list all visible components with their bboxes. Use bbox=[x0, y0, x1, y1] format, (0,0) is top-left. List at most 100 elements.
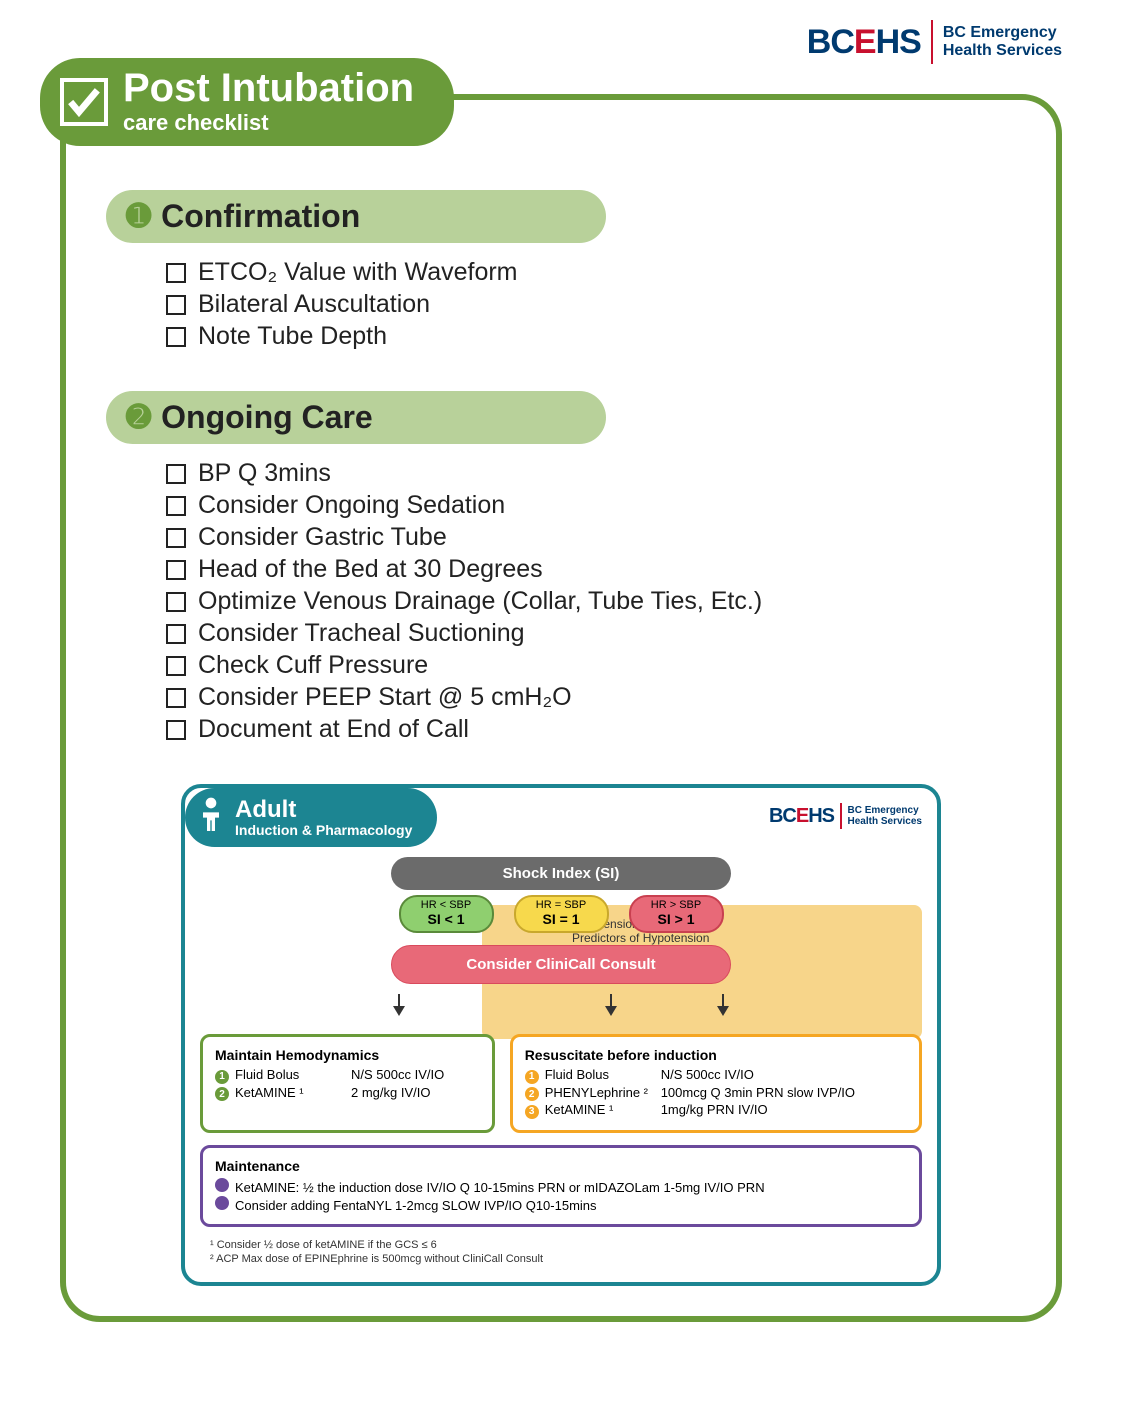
box-title: Maintain Hemodynamics bbox=[215, 1047, 480, 1063]
section-number: ➊ bbox=[126, 199, 151, 234]
check-label: Consider Gastric Tube bbox=[198, 523, 447, 552]
logo-sub-line1: BC Emergency bbox=[943, 24, 1062, 42]
check-item: Note Tube Depth bbox=[166, 322, 1016, 351]
bullet-icon: 1 bbox=[215, 1070, 229, 1084]
logo-subtitle: BC Emergency Health Services bbox=[848, 805, 923, 828]
section-header-ongoing: ➋ Ongoing Care bbox=[106, 391, 606, 444]
med-name: PHENYLephrine ² bbox=[545, 1085, 655, 1100]
bullet-icon bbox=[215, 1196, 229, 1210]
med-dose: N/S 500cc IV/IO bbox=[351, 1067, 444, 1082]
induction-header: Adult Induction & Pharmacology BCEHS BC … bbox=[200, 803, 922, 847]
shock-index-pill: Shock Index (SI) bbox=[391, 857, 731, 890]
induction-card: Adult Induction & Pharmacology BCEHS BC … bbox=[181, 784, 941, 1286]
check-item: Consider Gastric Tube bbox=[166, 523, 1016, 552]
maintenance-box: Maintenance KetAMINE: ½ the induction do… bbox=[200, 1145, 922, 1227]
med-name: Fluid Bolus bbox=[545, 1067, 655, 1082]
two-column-row: Maintain Hemodynamics 1 Fluid Bolus N/S 50… bbox=[200, 1034, 922, 1133]
box-title: Resuscitate before induction bbox=[525, 1047, 907, 1063]
med-dose: 100mcg Q 3min PRN slow IVP/IO bbox=[661, 1085, 855, 1100]
arrow-down-icon bbox=[605, 1006, 617, 1016]
small-logo: BCEHS BC Emergency Health Services bbox=[769, 803, 922, 829]
logo-text: BCEHS bbox=[769, 805, 834, 828]
check-label: Document at End of Call bbox=[198, 715, 469, 744]
section-title: Ongoing Care bbox=[161, 399, 373, 436]
med-name: KetAMINE ¹ bbox=[545, 1102, 655, 1117]
check-item: Check Cuff Pressure bbox=[166, 651, 1016, 680]
content-border: ➊ Confirmation ETCO₂ Value with Waveform… bbox=[60, 94, 1062, 1322]
med-row: 1Fluid BolusN/S 500cc IV/IO bbox=[525, 1067, 907, 1084]
check-item: Consider PEEP Start @ 5 cmH₂O bbox=[166, 683, 1016, 712]
arrow-down-icon bbox=[393, 1006, 405, 1016]
bullet-icon: 2 bbox=[525, 1087, 539, 1101]
checkbox-icon[interactable] bbox=[166, 656, 186, 676]
med-text: KetAMINE: ½ the induction dose IV/IO Q 1… bbox=[235, 1180, 765, 1195]
check-item: Consider Ongoing Sedation bbox=[166, 491, 1016, 520]
resuscitate-box: Resuscitate before induction 1Fluid Bolu… bbox=[510, 1034, 922, 1133]
check-label: Consider PEEP Start @ 5 cmH₂O bbox=[198, 683, 572, 712]
check-item: Optimize Venous Drainage (Collar, Tube T… bbox=[166, 587, 1016, 616]
si-label: HR = SBP bbox=[530, 899, 593, 911]
checkbox-icon[interactable] bbox=[166, 295, 186, 315]
check-label: BP Q 3mins bbox=[198, 459, 331, 488]
si-label: HR < SBP bbox=[415, 899, 478, 911]
hypo-line: Predictors of Hypotension bbox=[572, 931, 907, 945]
med-row: 3KetAMINE ¹1mg/kg PRN IV/IO bbox=[525, 1102, 907, 1119]
si-pill-high: HR > SBP SI > 1 bbox=[629, 895, 724, 933]
med-name: KetAMINE ¹ bbox=[235, 1085, 345, 1100]
footnote: ¹ Consider ½ dose of ketAMINE if the GCS… bbox=[210, 1239, 922, 1251]
check-item: Document at End of Call bbox=[166, 715, 1016, 744]
checkbox-icon[interactable] bbox=[166, 263, 186, 283]
checkbox-icon[interactable] bbox=[166, 624, 186, 644]
clinicall-pill: Consider CliniCall Consult bbox=[391, 945, 731, 984]
check-label: Optimize Venous Drainage (Collar, Tube T… bbox=[198, 587, 762, 616]
logo-hs: HS bbox=[876, 23, 921, 61]
bullet-icon bbox=[215, 1178, 229, 1192]
checklist-ongoing: BP Q 3mins Consider Ongoing Sedation Con… bbox=[106, 459, 1016, 744]
induction-title-pill: Adult Induction & Pharmacology bbox=[185, 788, 437, 847]
si-row: Hypotension OR Predictors of Hypotension… bbox=[200, 895, 922, 933]
si-pill-equal: HR = SBP SI = 1 bbox=[514, 895, 609, 933]
med-dose: 2 mg/kg IV/IO bbox=[351, 1085, 430, 1100]
med-row: KetAMINE: ½ the induction dose IV/IO Q 1… bbox=[215, 1178, 907, 1195]
si-pill-low: HR < SBP SI < 1 bbox=[399, 895, 494, 933]
footnotes: ¹ Consider ½ dose of ketAMINE if the GCS… bbox=[200, 1239, 922, 1265]
logo-text: BCEHS bbox=[807, 23, 921, 62]
hypo-line: Hypotension OR bbox=[572, 917, 907, 931]
checkbox-icon[interactable] bbox=[166, 496, 186, 516]
arrow-row bbox=[200, 1006, 922, 1016]
induction-title: Adult bbox=[235, 798, 412, 822]
check-item: ETCO₂ Value with Waveform bbox=[166, 258, 1016, 287]
checkbox-icon[interactable] bbox=[166, 688, 186, 708]
title-main: Post Intubation bbox=[123, 68, 414, 108]
logo-sub-line2: Health Services bbox=[943, 42, 1062, 60]
checkbox-icon[interactable] bbox=[166, 528, 186, 548]
logo-subtitle: BC Emergency Health Services bbox=[943, 24, 1062, 61]
induction-subtitle: Induction & Pharmacology bbox=[235, 822, 412, 838]
check-item: Consider Tracheal Suctioning bbox=[166, 619, 1016, 648]
section-header-confirmation: ➊ Confirmation bbox=[106, 190, 606, 243]
bullet-icon: 2 bbox=[215, 1087, 229, 1101]
checkbox-icon[interactable] bbox=[166, 720, 186, 740]
logo-divider bbox=[931, 20, 933, 64]
si-value: SI < 1 bbox=[415, 911, 478, 927]
checkbox-icon[interactable] bbox=[166, 592, 186, 612]
si-value: SI = 1 bbox=[530, 911, 593, 927]
title-sub: care checklist bbox=[123, 110, 414, 136]
check-label: Bilateral Auscultation bbox=[198, 290, 430, 319]
title-pill: Post Intubation care checklist bbox=[40, 58, 454, 146]
box-title: Maintenance bbox=[215, 1158, 907, 1174]
checkbox-icon[interactable] bbox=[166, 560, 186, 580]
si-label: HR > SBP bbox=[645, 899, 708, 911]
checkmark-icon bbox=[60, 78, 108, 126]
check-label: Head of the Bed at 30 Degrees bbox=[198, 555, 543, 584]
logo-e: E bbox=[854, 23, 876, 61]
checkbox-icon[interactable] bbox=[166, 327, 186, 347]
med-row: 2 KetAMINE ¹ 2 mg/kg IV/IO bbox=[215, 1085, 480, 1102]
arrow-down-icon bbox=[717, 1006, 729, 1016]
check-item: BP Q 3mins bbox=[166, 459, 1016, 488]
med-row: Consider adding FentaNYL 1-2mcg SLOW IVP… bbox=[215, 1196, 907, 1213]
med-row: 1 Fluid Bolus N/S 500cc IV/IO bbox=[215, 1067, 480, 1084]
title-text: Post Intubation care checklist bbox=[123, 68, 414, 136]
med-name: Fluid Bolus bbox=[235, 1067, 345, 1082]
checkbox-icon[interactable] bbox=[166, 464, 186, 484]
